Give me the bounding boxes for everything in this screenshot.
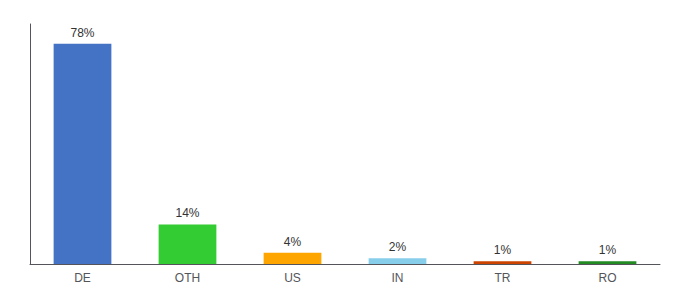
- svg-text:US: US: [284, 271, 301, 285]
- svg-text:IN: IN: [392, 271, 404, 285]
- svg-text:OTH: OTH: [175, 271, 200, 285]
- svg-text:4%: 4%: [284, 235, 302, 249]
- svg-text:1%: 1%: [599, 243, 617, 257]
- svg-text:14%: 14%: [175, 206, 199, 220]
- svg-text:TR: TR: [495, 271, 511, 285]
- svg-text:RO: RO: [599, 271, 617, 285]
- svg-text:DE: DE: [74, 271, 91, 285]
- svg-text:2%: 2%: [389, 240, 407, 254]
- svg-text:78%: 78%: [70, 26, 94, 40]
- svg-text:1%: 1%: [494, 243, 512, 257]
